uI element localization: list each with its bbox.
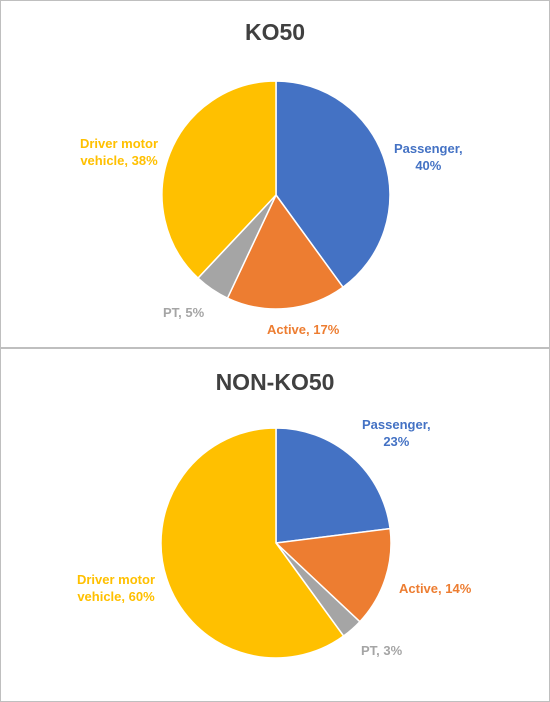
data-label-pt: PT, 5% (163, 305, 205, 320)
pie-slice-passenger (275, 427, 391, 544)
chart-title: KO50 (244, 19, 306, 45)
data-label-active: Active, 14% (399, 581, 472, 596)
data-label-passenger: Passenger, 40% (394, 141, 463, 173)
pie-chart-ko50 (161, 80, 391, 310)
chart-title: NON-KO50 (215, 369, 335, 395)
pie-chart-non-ko50 (160, 427, 392, 659)
pie-slice-active (274, 527, 392, 623)
pie-slice-driver-motor-vehicle (161, 80, 277, 280)
data-label-active: Active, 17% (267, 322, 340, 337)
pie-slice-active (226, 193, 345, 310)
chart-panel-non-ko50: NON-KO50 Passenger, 23% Active, 14% PT, 3… (0, 348, 550, 702)
pie-slice-driver-motor-vehicle (160, 427, 345, 659)
data-label-driver: Driver motor vehicle, 60% (76, 572, 156, 604)
data-label-value: 40% (415, 158, 442, 173)
chart-panel-ko50: KO50 Passenger, 40% Active, 17% PT, 5% Dr… (0, 0, 550, 348)
data-label-pt: PT, 3% (361, 643, 403, 658)
pie-slice-passenger (275, 80, 391, 289)
data-label-driver: Driver motor vehicle, 38% (79, 136, 159, 168)
data-label-passenger: Passenger, 23% (362, 417, 431, 449)
